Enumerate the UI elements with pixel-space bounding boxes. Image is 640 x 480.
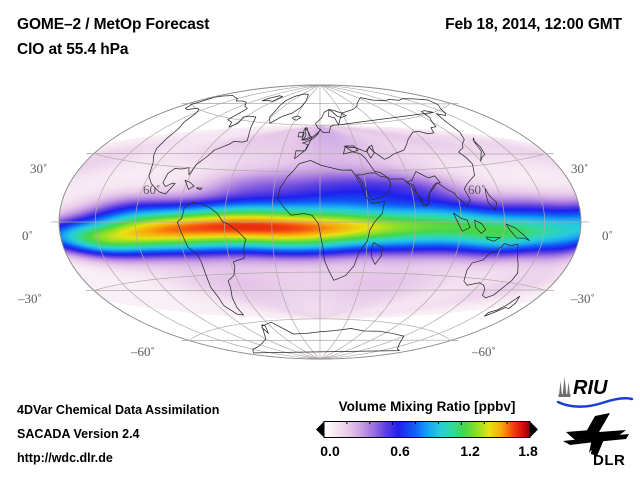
lat-label-right-60: 60˚ bbox=[468, 182, 486, 197]
lat-label-right-30: 30˚ bbox=[571, 161, 589, 176]
lat-label-right-m60: –60˚ bbox=[472, 344, 496, 359]
riu-logo: RIU bbox=[556, 377, 634, 408]
footer-line-url[interactable]: http://wdc.dlr.de bbox=[17, 451, 113, 465]
colorbar bbox=[316, 420, 538, 439]
lat-label-right-m30: –30˚ bbox=[571, 291, 595, 306]
colorbar-title: Volume Mixing Ratio [ppbv] bbox=[338, 399, 516, 414]
colorbar-gradient bbox=[316, 420, 538, 439]
footer-line-method: 4DVar Chemical Data Assimilation bbox=[17, 403, 220, 417]
species-pressure-label: ClO at 55.4 hPa bbox=[17, 41, 129, 58]
lat-label-right-0: 0˚ bbox=[602, 228, 613, 243]
riu-swoosh-icon bbox=[556, 396, 634, 408]
instrument-title: GOME–2 / MetOp Forecast bbox=[17, 16, 210, 33]
colorbar-tick-3: 1.8 bbox=[518, 443, 538, 459]
map-panel: 60˚ 30˚ 0˚ –30˚ –60˚ 60˚ 30˚ 0˚ –30˚ –60… bbox=[0, 80, 640, 380]
colorbar-tick-2: 1.2 bbox=[460, 443, 480, 459]
lat-label-left-30: 30˚ bbox=[30, 161, 48, 176]
footer-line-version: SACADA Version 2.4 bbox=[17, 427, 140, 441]
colorbar-tick-0: 0.0 bbox=[320, 443, 340, 459]
lat-label-left-60: 60˚ bbox=[143, 182, 161, 197]
lat-label-left-0: 0˚ bbox=[22, 228, 33, 243]
colorbar-tick-1: 0.6 bbox=[390, 443, 410, 459]
dlr-wordmark: DLR bbox=[593, 452, 625, 468]
colorbar-tick-labels: 0.0 0.6 1.2 1.8 bbox=[306, 443, 548, 461]
lat-label-left-m60: –60˚ bbox=[131, 344, 155, 359]
dlr-logo: DLR bbox=[563, 413, 629, 468]
world-map-canvas bbox=[0, 80, 640, 380]
dlr-bird-icon bbox=[563, 413, 629, 456]
riu-wordmark: RIU bbox=[573, 377, 608, 399]
riu-skyline-icon bbox=[558, 377, 571, 397]
datetime-label: Feb 18, 2014, 12:00 GMT bbox=[445, 16, 622, 33]
lat-label-left-m30: –30˚ bbox=[18, 291, 42, 306]
